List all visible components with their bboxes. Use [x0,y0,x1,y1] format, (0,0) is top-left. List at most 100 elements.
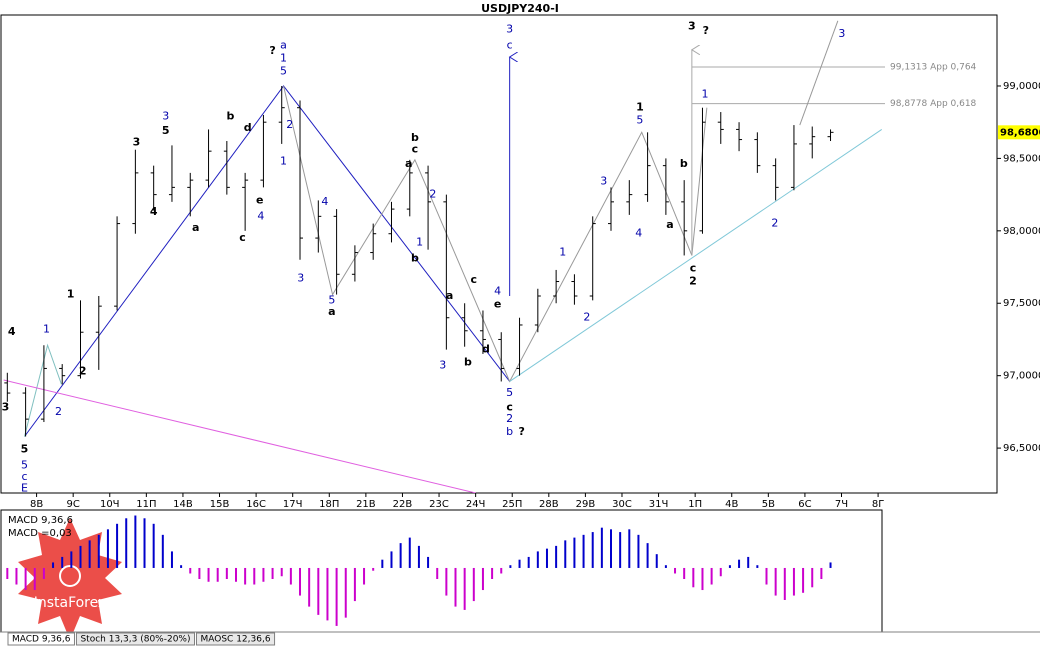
wave-label: 3 [838,27,845,40]
watermark-badge [18,518,122,640]
tab[interactable]: MACD 9,36,6 [7,632,75,646]
wave-label: a [446,289,453,302]
main-frame [0,14,998,494]
wave-label: a [280,38,287,51]
tabs: MACD 9,36,6 Stoch 13,3,3 (80%-20%) MAOSC 1… [7,632,276,646]
x-tick-label: 6С [798,499,811,510]
wave-label: b [411,251,419,264]
wave-label: d [482,343,490,356]
x-tick-label: 29В [576,499,596,510]
wave-label: E [21,482,28,495]
wave-label: 3 [162,109,169,122]
wave-label: 3 [600,175,607,188]
x-tick-label: 4В [725,499,738,510]
x-tick-label: 15В [210,499,230,510]
x-tick-label: 28В [539,499,559,510]
wave-label: a [328,305,335,318]
wave-label: 5 [636,114,643,127]
x-tick-label: 21В [356,499,376,510]
wave-line [3,379,476,493]
wave-label: 1 [280,154,287,167]
wave-label: 1 [636,101,644,114]
y-tick-label: 97,5000 [1003,298,1040,309]
tab-box [7,632,75,646]
wave-label: 4 [257,209,264,222]
fib-level-label: 98,8778 App 0,618 [890,99,977,109]
fib-level-label: 99,1313 App 0,764 [890,62,977,72]
wave-label: c [21,470,27,483]
tab[interactable]: Stoch 13,3,3 (80%-20%) [75,632,195,646]
wave-label: ? [703,24,709,37]
wave-label: 3 [439,359,446,372]
x-tick-label: 14В [173,499,193,510]
y-tick-label: 99,0000 [1003,81,1040,92]
wave-label: ? [519,425,525,438]
wave-label: e [256,193,263,206]
wave-label: 4 [635,227,642,240]
wave-line [509,129,883,382]
y-tick-label: 98,5000 [1003,153,1040,164]
wave-label: c [412,143,419,156]
wave-label: 2 [506,412,513,425]
wave-label: 2 [55,405,62,418]
tab-label: Stoch 13,3,3 (80%-20%) [80,635,190,645]
wave-label: b [506,425,513,438]
tab[interactable]: MAOSC 12,36,6 [196,632,276,646]
watermark-icon [59,565,81,587]
wave-label: e [494,298,501,311]
tab-label: MACD 9,36,6 [12,635,71,645]
last-price-label: 98,6800 [1000,127,1040,138]
watermark-text: InstaForex [34,595,107,611]
wave-label: 1 [43,322,50,335]
wave-label: 4 [150,205,158,218]
wave-label: 5 [162,124,170,137]
wave-label: 5 [280,64,287,77]
x-tick-label: 24Ч [466,499,486,510]
wave-label: 1 [67,288,75,301]
wave-label: b [411,131,419,144]
x-tick-label: 25П [502,499,522,510]
wave-label: a [405,157,412,170]
wave-label: b [680,157,688,170]
tab-label: MAOSC 12,36,6 [201,635,271,645]
wave-label: c [239,231,246,244]
wave-label: 2 [79,364,87,377]
last-price-box [998,125,1040,140]
wave-label: 5 [21,443,29,456]
macd-title: MACD 9,36,6 [8,515,73,526]
x-tick-label: 17Ч [283,499,303,510]
wave-label: 1 [280,51,287,64]
wave-label: d [244,121,252,134]
macd-value: MACD =0,03 [8,528,72,539]
wave-label: 4 [8,325,16,338]
y-tick-label: 96,5000 [1003,443,1040,454]
x-tick-label: 7Ч [835,499,848,510]
y-tick-label: 97,0000 [1003,371,1040,382]
wave-label: c [690,261,697,274]
x-tick-label: 5В [762,499,775,510]
wave-label: 5 [506,386,513,399]
wave-label: 2 [771,217,778,230]
main-plot: 99,1313 App 0,764 98,8778 App 0,618 4 3 1 2 5 5… [2,20,977,495]
wave-label: b [227,109,235,122]
wave-label: 5 [21,458,28,471]
chart-title: USDJPY240-I [481,2,559,15]
y-tick-label: 98,0000 [1003,226,1040,237]
wave-label: c [507,38,513,51]
x-tick-label: 18П [319,499,339,510]
x-tick-label: 16С [246,499,266,510]
wave-label: 1 [559,246,566,259]
x-tick-label: 10Ч [100,499,120,510]
wave-label: a [666,218,673,231]
wave-label: 4 [321,195,328,208]
wave-label: 1 [702,88,709,101]
wave-line [799,20,839,126]
wave-label: c [471,273,478,286]
x-tick-label: 30С [612,499,632,510]
x-tick-label: 1П [688,499,702,510]
wave-label: c [506,401,513,414]
wave-line [24,343,62,437]
watermark: InstaForex [18,518,122,640]
wave-label: b [464,356,472,369]
